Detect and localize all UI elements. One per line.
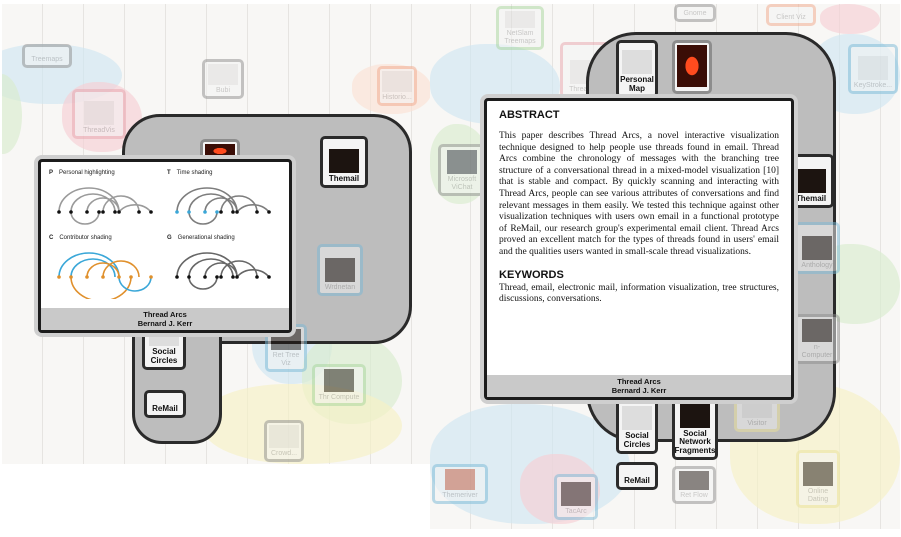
thumb-social-network-fragments[interactable]: Social Network Fragments bbox=[672, 396, 718, 460]
thumb-crowd[interactable]: Crowd... bbox=[264, 420, 304, 462]
figure-panel-title: P Personal highlighting bbox=[49, 170, 115, 176]
keywords-body: Thread, email, electronic mail, informat… bbox=[499, 282, 779, 305]
arc-diagram-icon bbox=[175, 252, 271, 290]
figure-grid: P Personal highlighting T Time shading C Co… bbox=[49, 170, 281, 299]
thumb-image bbox=[269, 425, 299, 448]
arc-diagram-icon bbox=[57, 187, 153, 225]
thread-arcs-abstract-popup[interactable]: ABSTRACT This paper describes Thread Arc… bbox=[484, 98, 794, 400]
thumb-remail[interactable]: ReMail bbox=[616, 462, 658, 490]
thumb-image bbox=[796, 168, 826, 193]
thumb-image bbox=[505, 11, 535, 29]
thumb-image bbox=[802, 319, 832, 343]
thumb-image bbox=[447, 150, 477, 175]
thumb-wordnet[interactable]: Wrdnetan bbox=[317, 244, 363, 296]
thumb-threadvis[interactable]: ThreadVis bbox=[72, 89, 126, 139]
abstract-heading: ABSTRACT bbox=[499, 109, 560, 121]
thumb-social-circles[interactable]: Social Circles bbox=[142, 326, 186, 370]
thumb-image bbox=[149, 331, 179, 347]
thumb-image bbox=[208, 64, 238, 85]
figure-panel: P Personal highlighting bbox=[49, 170, 163, 231]
arc-diagram-icon bbox=[175, 187, 271, 225]
thumb-remail[interactable]: ReMail bbox=[144, 390, 186, 418]
keywords-heading: KEYWORDS bbox=[499, 268, 564, 281]
thumb-n-computer[interactable]: n-Computer bbox=[794, 314, 840, 364]
thumb-online-dating[interactable]: Online Dating bbox=[796, 450, 840, 508]
figure-panel-title: T Time shading bbox=[167, 170, 213, 176]
thumb-gnome[interactable]: Gnome bbox=[674, 4, 716, 22]
thumb-anthology[interactable]: Anthology bbox=[794, 222, 840, 274]
figure-panel-title: G Generational shading bbox=[167, 235, 235, 241]
figure-panel: G Generational shading bbox=[167, 235, 281, 296]
thumb-image bbox=[858, 55, 888, 80]
thumb-image bbox=[622, 50, 652, 75]
thumb-red-grid[interactable] bbox=[672, 40, 712, 94]
thumb-bubi[interactable]: Bubi bbox=[202, 59, 244, 99]
thumb-image bbox=[679, 471, 709, 490]
figure-panel: C Contributor shading bbox=[49, 235, 163, 299]
figure-panel-title: C Contributor shading bbox=[49, 235, 112, 241]
thumb-image bbox=[329, 148, 359, 173]
thumb-ret-flow[interactable]: Ret Flow bbox=[672, 466, 716, 504]
thumb-image bbox=[802, 235, 832, 260]
figure-panel: T Time shading bbox=[167, 170, 281, 231]
thumb-image bbox=[84, 100, 114, 125]
thumb-client-viz[interactable]: Client Viz bbox=[766, 4, 816, 26]
thumb-image bbox=[324, 369, 354, 392]
thumb-image bbox=[677, 45, 707, 87]
abstract-body: This paper describes Thread Arcs, a nove… bbox=[499, 131, 779, 257]
thumb-image bbox=[205, 144, 235, 158]
thumb-image bbox=[680, 403, 710, 428]
arc-diagram-icon bbox=[57, 252, 153, 299]
thumb-image bbox=[382, 71, 412, 92]
pink-region bbox=[820, 4, 880, 34]
thumb-themail[interactable]: Themail bbox=[320, 136, 368, 188]
thumb-image bbox=[271, 329, 301, 351]
thumb-social-circles[interactable]: Social Circles bbox=[616, 396, 658, 454]
thumb-image bbox=[622, 406, 652, 431]
popup-caption: Thread Arcs Bernard J. Kerr bbox=[487, 375, 791, 397]
thumb-historio[interactable]: Historio... bbox=[377, 66, 417, 106]
thumb-treemaps[interactable]: Treemaps bbox=[22, 44, 72, 68]
thumb-keystroke[interactable]: KeyStroke... bbox=[848, 44, 898, 94]
popup-caption: Thread Arcs Bernard J. Kerr bbox=[41, 308, 289, 330]
right-map-panel: NetSlam Treemaps Gnome Client Viz Thread… bbox=[430, 4, 900, 529]
abstract-text-block: ABSTRACT This paper describes Thread Arc… bbox=[499, 109, 779, 306]
left-map-panel: Treemaps Bubi Historio... ThreadVis Them… bbox=[2, 4, 442, 464]
thread-arcs-figure-popup[interactable]: P Personal highlighting T Time shading C Co… bbox=[38, 159, 292, 333]
thumb-tacarc[interactable]: TacArc bbox=[554, 474, 598, 520]
thumb-microsoft-vichat[interactable]: Microsoft ViChat bbox=[438, 144, 486, 196]
green-region bbox=[2, 74, 22, 154]
thumb-image bbox=[803, 462, 833, 487]
thumb-thr-compute[interactable]: Thr Compute bbox=[312, 364, 366, 406]
thumb-themeriver[interactable]: Themeriver bbox=[432, 464, 488, 504]
thumb-themail[interactable]: Themail bbox=[788, 154, 834, 208]
thumb-netslam-treemaps[interactable]: NetSlam Treemaps bbox=[496, 6, 544, 50]
thumb-personal-map[interactable]: Personal Map bbox=[616, 40, 658, 98]
thumb-image bbox=[445, 469, 475, 490]
thumb-image bbox=[561, 481, 591, 506]
thumb-image bbox=[325, 257, 355, 282]
